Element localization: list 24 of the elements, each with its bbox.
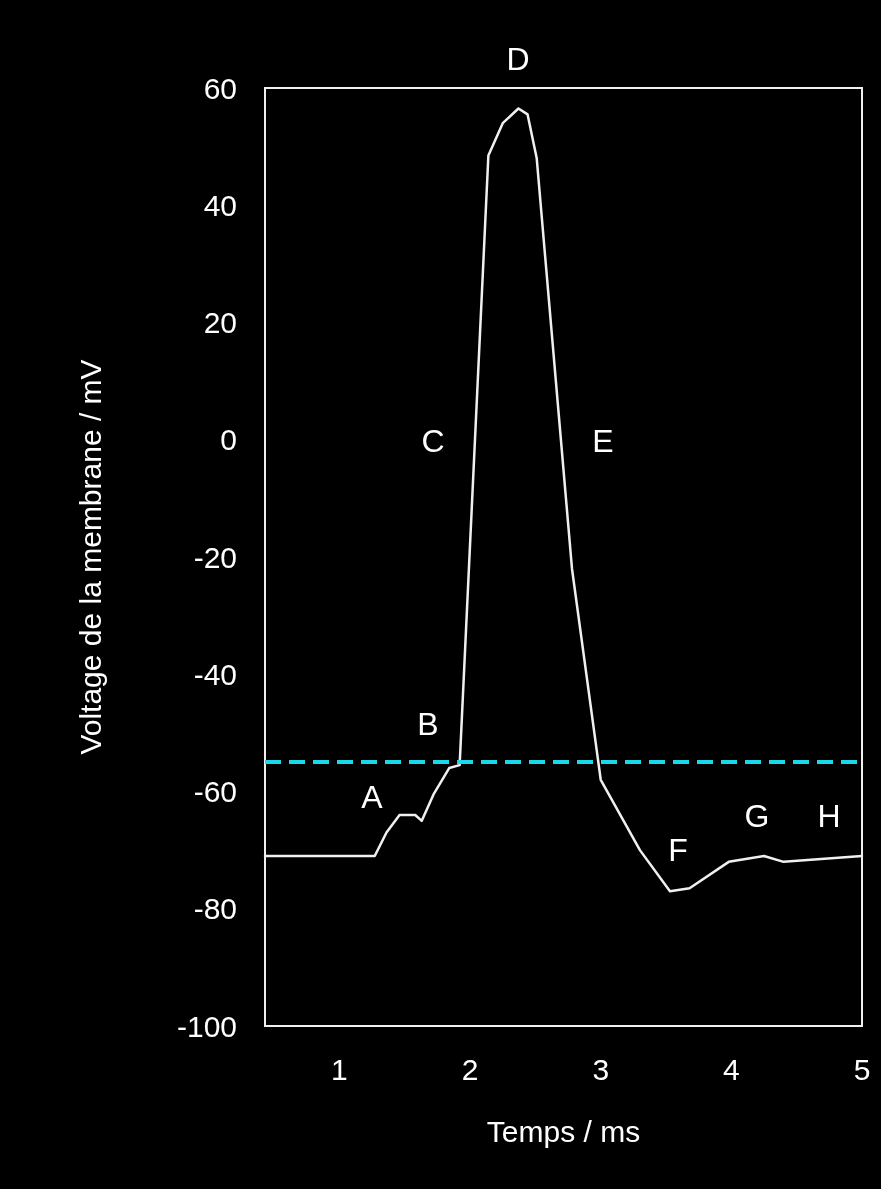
y-tick-label: 20 [203,306,237,339]
x-tick-label: 1 [331,1052,348,1086]
x-axis-title: Temps / ms [486,1114,641,1148]
annotation: C [421,423,445,459]
annotation: E [592,423,614,459]
annotation: B [417,706,439,742]
y-tick-label: -100 [176,1009,237,1043]
x-tick-label: 5 [853,1052,871,1086]
x-tick-label: 2 [461,1052,479,1086]
annotation: A [361,779,384,815]
y-tick-label: 60 [203,71,237,105]
y-tick-label: 40 [203,188,237,222]
x-tick-label: 4 [723,1052,740,1086]
x-tick-label: 3 [592,1052,610,1086]
y-tick-label: -80 [193,892,237,926]
annotation: G [744,798,770,834]
y-tick-label: -60 [193,775,237,808]
y-axis-title: Voltage de la membrane / mV [73,359,107,755]
y-tick-label: 0 [220,423,237,457]
annotation: H [817,798,841,834]
annotation: F [668,832,688,868]
text: D [506,41,530,77]
y-tick-label: -40 [193,657,237,691]
y-tick-label: -20 [193,540,237,574]
